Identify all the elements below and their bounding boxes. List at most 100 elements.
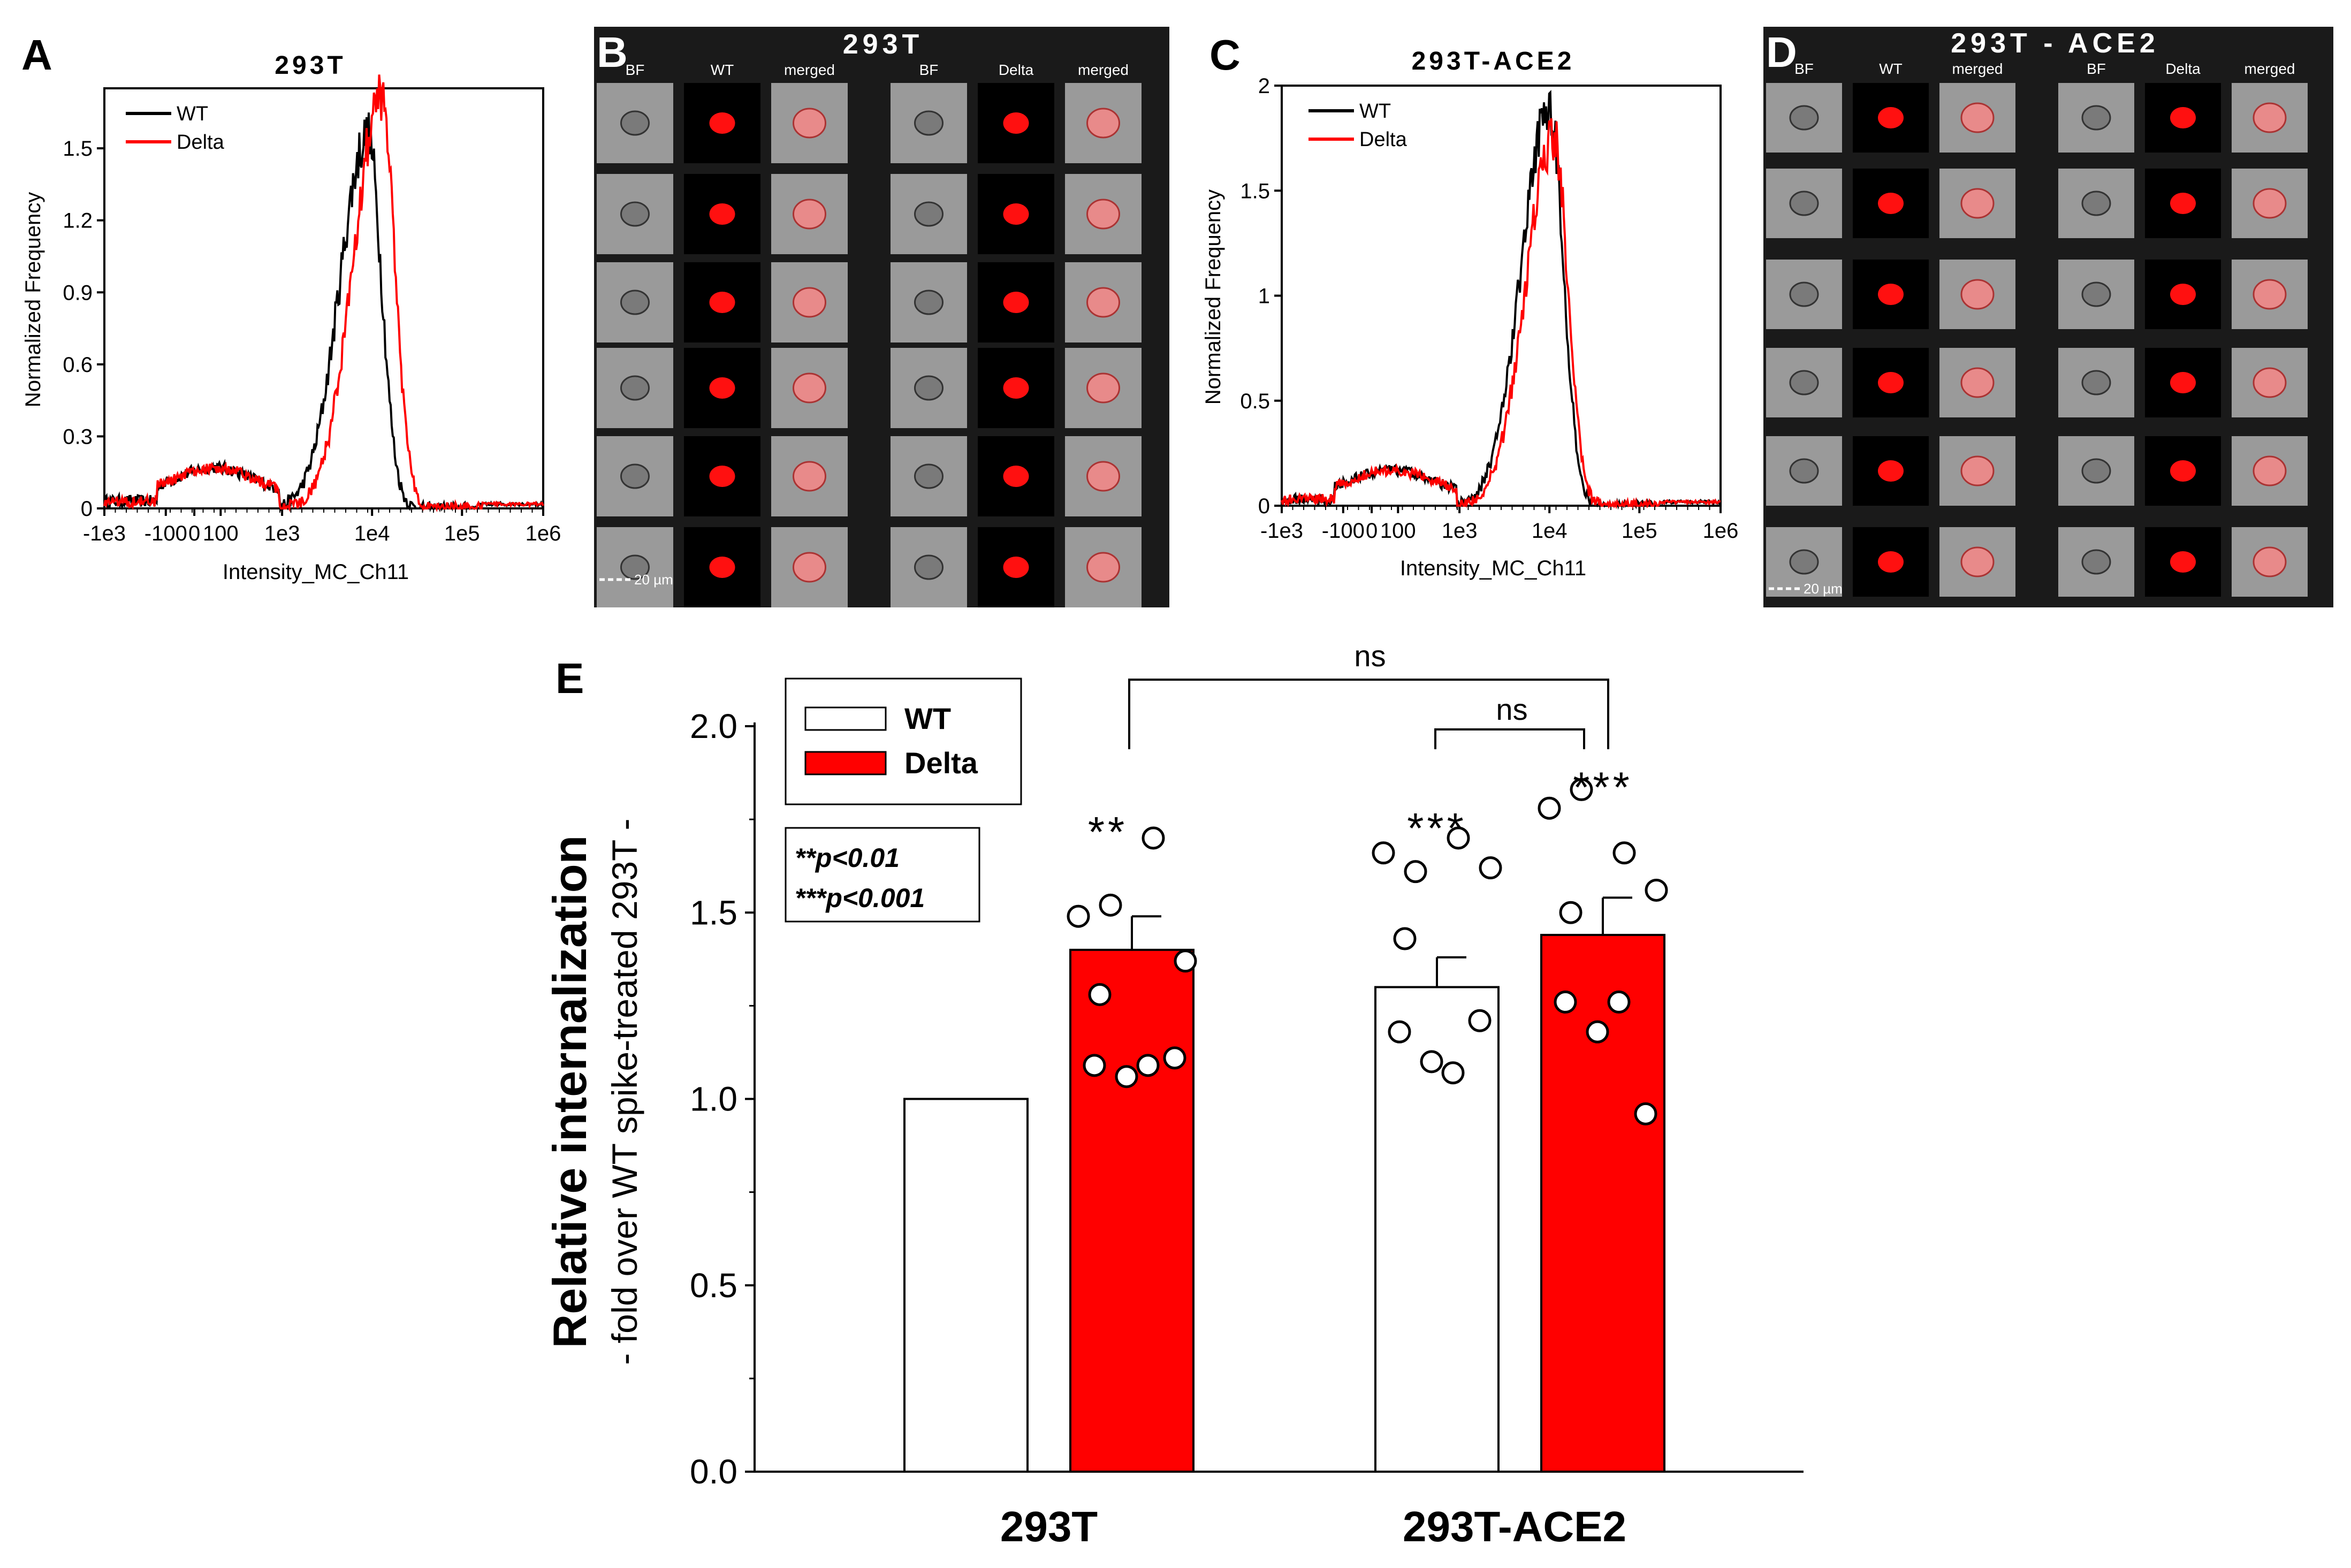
panel-b-title: 293T [843, 29, 924, 60]
panel-a-x-ticks: -1e3 -100 0 100 1e3 1e4 1e5 1e6 [83, 508, 561, 545]
panel-e-stars: ******** [1088, 763, 1630, 856]
d-cell-merged [2253, 455, 2287, 486]
panel-e-category-2: 293T-ACE2 [1403, 1503, 1626, 1550]
panel-a: A 293T 00.30.60.91.21.5 -1e3 -100 0 100 1e3 1… [21, 31, 561, 584]
a-xtick-label: 100 [203, 522, 239, 545]
c-xtick-label: 100 [1380, 519, 1416, 543]
e-bar-delta-1 [1069, 948, 1194, 1473]
panel-c: C 293T-ACE2 00.511.52 -1e3 -100 0 100 1e3 1e4… [1201, 31, 1738, 580]
panel-d-letter: D [1766, 28, 1797, 76]
b-header-delta: Delta [999, 62, 1034, 78]
b-cell-fluor [1003, 112, 1029, 134]
d-cell-fluor [2170, 193, 2196, 214]
panel-e-pvalue-1: **p<0.01 [795, 843, 900, 873]
d-cell-bf [2081, 105, 2111, 131]
c-xtick-label: 1e5 [1622, 519, 1657, 543]
d-header-delta: Delta [2165, 60, 2201, 77]
e-data-point [1174, 949, 1197, 973]
b-cell-fluor [1003, 292, 1029, 313]
b-cell-merged [1086, 108, 1120, 139]
b-cell-bf [914, 554, 944, 580]
a-ytick-label: 0.9 [63, 281, 93, 305]
e-data-point [1083, 1054, 1106, 1077]
e-data-point [1136, 1054, 1160, 1077]
d-cell-merged [2253, 546, 2287, 577]
c-ytick-label: 1.5 [1240, 179, 1270, 203]
d-cell-merged [1960, 279, 1995, 310]
b-cell-bf [914, 110, 944, 136]
c-xtick-label: -1e3 [1260, 519, 1303, 543]
panel-d-title: 293T - ACE2 [1951, 28, 2159, 59]
e-ytick-label: 0.0 [690, 1452, 737, 1491]
b-cell-fluor [709, 466, 735, 487]
e-data-point [1088, 983, 1112, 1006]
e-data-point [1388, 1020, 1411, 1044]
panel-c-x-ticks: -1e3 -100 0 100 1e3 1e4 1e5 1e6 [1260, 506, 1738, 543]
b-cell-bf [620, 201, 650, 227]
e-data-point [1570, 778, 1593, 801]
d-cell-merged [1960, 188, 1995, 219]
b-cell-bf [620, 375, 650, 401]
b-cell-fluor [1003, 377, 1029, 399]
panel-e-bracket-outer-label: ns [1354, 639, 1386, 673]
b-cell-merged [793, 372, 826, 404]
b-header-bf: BF [626, 62, 645, 78]
e-data-point [1115, 1065, 1138, 1089]
e-data-point [1468, 1009, 1492, 1032]
e-ytick-label: 0.5 [690, 1266, 737, 1305]
d-cell-fluor [1878, 107, 1904, 128]
d-cell-fluor [2170, 551, 2196, 573]
panel-a-letter: A [21, 31, 52, 79]
d-cell-merged [1960, 367, 1995, 398]
b-cell-fluor [1003, 203, 1029, 225]
e-bar-wt-1 [903, 1098, 1029, 1473]
d-cell-merged [2253, 188, 2287, 219]
d-header-wt: WT [1879, 60, 1903, 77]
c-ytick-label: 0 [1258, 494, 1270, 518]
panel-c-y-ticks: 0 0.5 1 1.5 2 [1240, 74, 1282, 518]
d-cell-bf [1789, 458, 1819, 484]
d-cell-bf [2081, 191, 2111, 216]
d-cell-fluor [2170, 460, 2196, 482]
panel-e-bracket-inner [1434, 728, 1585, 749]
c-xtick-label: 1e3 [1442, 519, 1478, 543]
a-xtick-label: 1e5 [444, 522, 480, 545]
b-cell-merged [1086, 552, 1120, 583]
panel-a-y-ticks: 0 0.3 0.6 0.9 1.2 1.5 [63, 137, 104, 521]
e-data-point [1393, 927, 1417, 950]
panel-e-category-1: 293T [1000, 1503, 1098, 1550]
b-cell-merged [793, 199, 826, 230]
e-data-point [1372, 841, 1395, 865]
d-cell-fluor [1878, 460, 1904, 482]
e-data-point [1447, 826, 1470, 850]
a-xtick-label: 0 [188, 522, 200, 545]
b-cell-bf [620, 554, 650, 580]
e-data-point [1067, 904, 1090, 928]
d-cell-bf [1789, 370, 1819, 395]
d-header-merged: merged [2245, 60, 2295, 77]
panel-c-legend-wt: WT [1359, 100, 1391, 123]
d-cell-bf [2081, 281, 2111, 307]
c-xtick-label: 1e6 [1703, 519, 1739, 543]
b-header-wt: WT [711, 62, 734, 78]
panel-d-cell-grid [1766, 83, 2308, 597]
e-bar-wt-2 [1374, 986, 1500, 1473]
panel-a-x-label: Intensity_MC_Ch11 [223, 560, 409, 584]
e-data-point [1634, 1102, 1657, 1125]
panel-d-scale-label: 20 µm [1804, 581, 1843, 597]
b-cell-merged [1086, 461, 1120, 492]
c-xtick-label: 1e4 [1532, 519, 1568, 543]
panel-c-x-label: Intensity_MC_Ch11 [1400, 557, 1586, 580]
a-ytick-label: 0.6 [63, 353, 93, 377]
d-cell-merged [2253, 279, 2287, 310]
d-cell-bf [2081, 458, 2111, 484]
panel-e: E 0.00.51.01.52.0 ******** ns ns WT Delt… [543, 639, 1804, 1550]
panel-e-legend-delta: Delta [904, 746, 978, 780]
d-cell-bf [1789, 105, 1819, 131]
b-cell-bf [914, 290, 944, 315]
e-data-point [1099, 893, 1122, 917]
b-cell-fluor [709, 557, 735, 578]
panel-d-column-headers: BF WT merged BF Delta merged [1794, 60, 2295, 77]
panel-b: B 293T BF WT merged BF Delta merged 20 µm [594, 27, 1169, 607]
e-ytick-label: 1.5 [690, 893, 737, 932]
